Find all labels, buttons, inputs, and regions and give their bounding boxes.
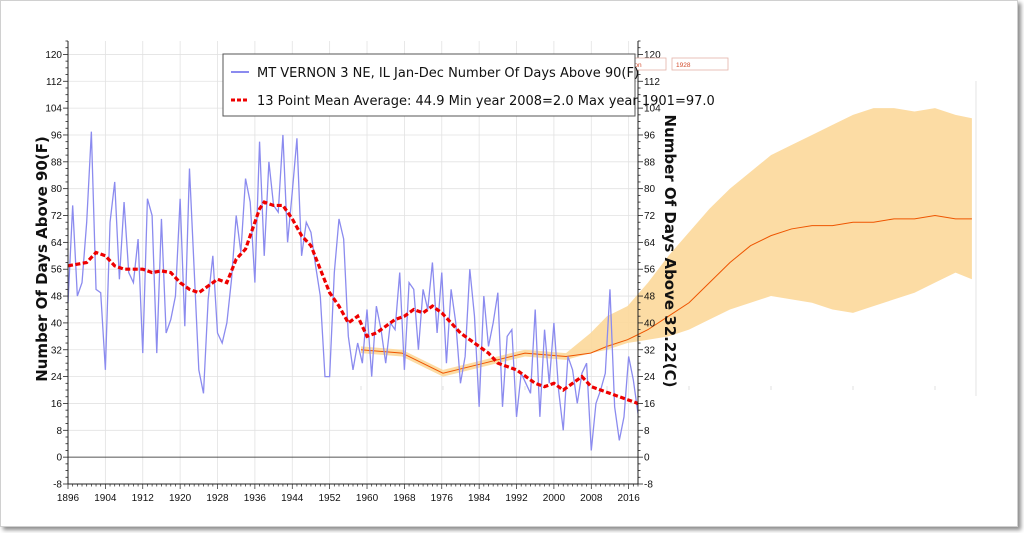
x-tick-label: 1960 — [356, 493, 379, 504]
y-tick-label-left: 16 — [51, 399, 63, 410]
legend-entry-mean: 13 Point Mean Average: 44.9 Min year 200… — [257, 94, 715, 109]
y-tick-label-right: 0 — [644, 453, 650, 464]
overlay-chip-year: 1928 — [676, 62, 691, 69]
y-tick-label-right: 104 — [644, 104, 661, 115]
y-tick-label-left: 40 — [51, 318, 63, 329]
y-tick-label-right: 48 — [644, 292, 656, 303]
legend-entry-raw: MT VERNON 3 NE, IL Jan-Dec Number Of Day… — [257, 66, 639, 81]
y-tick-label-right: 16 — [644, 399, 656, 410]
series-raw-days — [67, 131, 639, 451]
x-tick-label: 1984 — [468, 493, 491, 504]
y-tick-label-left: 48 — [51, 292, 63, 303]
overlay-projection — [360, 108, 972, 377]
x-tick-label: 2000 — [543, 493, 566, 504]
y-tick-label-right: 72 — [644, 211, 656, 222]
x-tick-label: 1896 — [57, 493, 80, 504]
y-tick-label-left: 24 — [51, 372, 63, 383]
y-tick-label-left: 64 — [51, 238, 63, 249]
y-tick-label-left: 80 — [51, 184, 63, 195]
x-tick-label: 1928 — [206, 493, 229, 504]
x-tick-label: 1944 — [281, 493, 304, 504]
y-tick-label-right: 112 — [644, 77, 660, 88]
y-tick-label-left: 32 — [51, 345, 63, 356]
legend: MT VERNON 3 NE, IL Jan-Dec Number Of Day… — [222, 53, 715, 117]
x-tick-label: 1976 — [431, 493, 454, 504]
y-tick-label-left: 120 — [45, 50, 62, 61]
x-tick-label: 1952 — [319, 493, 342, 504]
y-tick-label-right: 120 — [644, 50, 661, 61]
y-tick-label-left: 8 — [56, 426, 62, 437]
series-13pt-mean — [67, 200, 639, 405]
y-tick-label-right: 88 — [644, 157, 656, 168]
y-tick-label-right: 8 — [644, 426, 650, 437]
x-tick-label: 2008 — [580, 493, 603, 504]
y-tick-label-left: 72 — [51, 211, 63, 222]
x-tick-label: 1936 — [244, 493, 267, 504]
x-tick-label: 1992 — [505, 493, 528, 504]
x-tick-label: 1904 — [94, 493, 117, 504]
y-tick-label-right: 56 — [644, 265, 656, 276]
y-tick-label-right: -8 — [644, 480, 653, 491]
y-tick-label-left: 0 — [56, 453, 62, 464]
y-tick-label-right: 40 — [644, 318, 656, 329]
y-axis-label: Number Of Days Above 90(F) — [33, 136, 51, 382]
y-tick-label-left: 104 — [45, 104, 62, 115]
y-tick-label-left: 88 — [51, 157, 63, 168]
y-tick-label-left: -8 — [53, 480, 62, 491]
y-tick-label-left: 112 — [46, 77, 62, 88]
y-tick-label-left: 56 — [51, 265, 63, 276]
y-axis-label-right: Number Of Days Above 32.22(C) — [661, 115, 679, 388]
overlay-range-band — [361, 108, 972, 377]
y-tick-label-left: 96 — [51, 130, 63, 141]
x-tick-label: 1968 — [393, 493, 416, 504]
x-tick-label: 1920 — [169, 493, 192, 504]
y-tick-label-right: 96 — [644, 130, 656, 141]
y-tick-label-right: 64 — [644, 238, 656, 249]
x-tick-label: 1912 — [132, 493, 155, 504]
y-tick-label-right: 32 — [644, 345, 656, 356]
series-raw-line — [67, 131, 639, 451]
series-mean-line — [67, 200, 639, 405]
overlay-median-line — [360, 215, 972, 374]
x-tick-label: 2016 — [618, 493, 641, 504]
y-tick-label-right: 80 — [644, 184, 656, 195]
y-tick-label-right: 24 — [644, 372, 656, 383]
